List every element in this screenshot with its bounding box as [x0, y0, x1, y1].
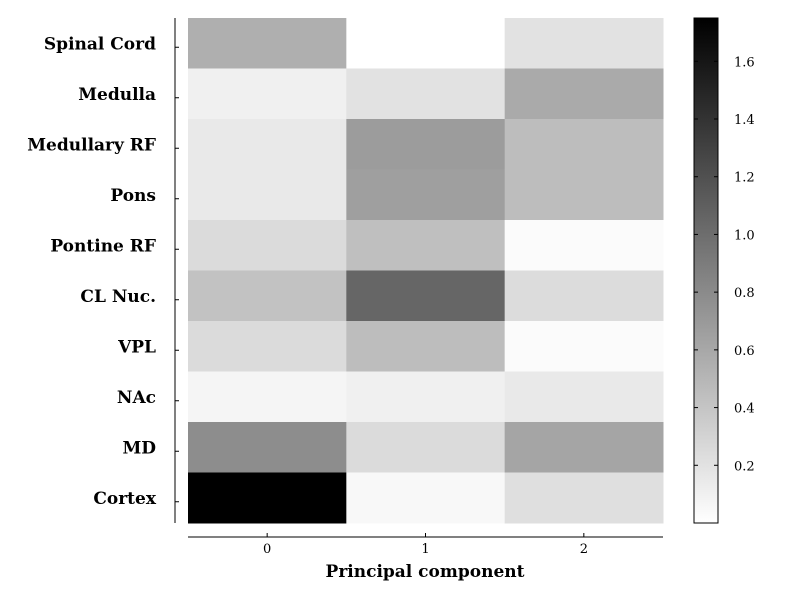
heatmap-cell — [346, 169, 506, 221]
heatmap-cell — [188, 68, 347, 120]
row-labels: Spinal Cord Medulla Medullary RF Pons Pontin… — [27, 34, 157, 509]
heatmap-cell — [504, 321, 664, 372]
x-tick-label: 0 — [263, 542, 271, 557]
colorbar-gradient — [693, 17, 719, 524]
y-tick-label: NAc — [117, 388, 156, 408]
y-tick-label: Cortex — [93, 489, 156, 509]
heatmap-cell — [188, 270, 347, 322]
heatmap-cell — [504, 270, 664, 322]
heatmap-cell — [188, 18, 347, 69]
heatmap-cell — [504, 472, 664, 524]
x-axis-title: Principal component — [326, 562, 525, 582]
heatmap-cell — [346, 119, 506, 170]
heatmap-cell — [188, 371, 347, 423]
heatmap-cell — [346, 220, 506, 271]
heatmap-cell — [504, 422, 664, 473]
heatmap-cell — [504, 371, 664, 423]
y-tick-label: VPL — [117, 337, 156, 357]
colorbar-tick-label: 1.2 — [734, 171, 755, 186]
heatmap-cell — [188, 472, 347, 524]
y-tick-label: CL Nuc. — [80, 287, 156, 307]
heatmap-cell — [188, 422, 347, 473]
heatmap-cell — [346, 270, 506, 322]
y-tick-label: Spinal Cord — [44, 34, 156, 54]
heatmap-cell — [188, 321, 347, 372]
heatmap-cell — [346, 68, 506, 120]
x-tick-label: 2 — [580, 542, 588, 557]
y-tick-label: Pons — [110, 186, 156, 206]
heatmap-cells — [188, 18, 664, 524]
colorbar-tick-label: 0.4 — [734, 402, 755, 417]
heatmap-cell — [346, 321, 506, 372]
y-tick-label: MD — [122, 438, 156, 458]
heatmap-cell — [188, 169, 347, 221]
heatmap-cell — [504, 119, 664, 170]
colorbar-tick-label: 0.2 — [734, 459, 755, 474]
colorbar-ticks: 0.2 0.4 0.6 0.8 1.0 1.2 1.4 1.6 — [694, 55, 755, 474]
x-tick-label: 1 — [421, 542, 429, 557]
x-axis: 0 1 2 — [188, 533, 663, 557]
colorbar: 0.2 0.4 0.6 0.8 1.0 1.2 1.4 1.6 — [693, 17, 755, 524]
heatmap-cell — [346, 422, 506, 473]
y-tick-label: Medullary RF — [27, 135, 156, 155]
y-tick-label: Medulla — [78, 85, 156, 105]
heatmap-cell — [504, 169, 664, 221]
heatmap-cell — [346, 371, 506, 423]
colorbar-tick-label: 0.8 — [734, 286, 755, 301]
colorbar-tick-label: 1.4 — [734, 113, 755, 128]
heatmap-cell — [188, 220, 347, 271]
colorbar-tick-label: 1.0 — [734, 228, 755, 243]
heatmap-cell — [504, 68, 664, 120]
heatmap-cell — [346, 18, 506, 69]
colorbar-tick-label: 0.6 — [734, 344, 755, 359]
colorbar-tick-label: 1.6 — [734, 55, 755, 70]
y-axis — [174, 18, 179, 523]
heatmap-cell — [504, 220, 664, 271]
heatmap-cell — [504, 18, 664, 69]
y-tick-label: Pontine RF — [50, 236, 156, 256]
heatmap-cell — [346, 472, 506, 524]
heatmap-cell — [188, 119, 347, 170]
